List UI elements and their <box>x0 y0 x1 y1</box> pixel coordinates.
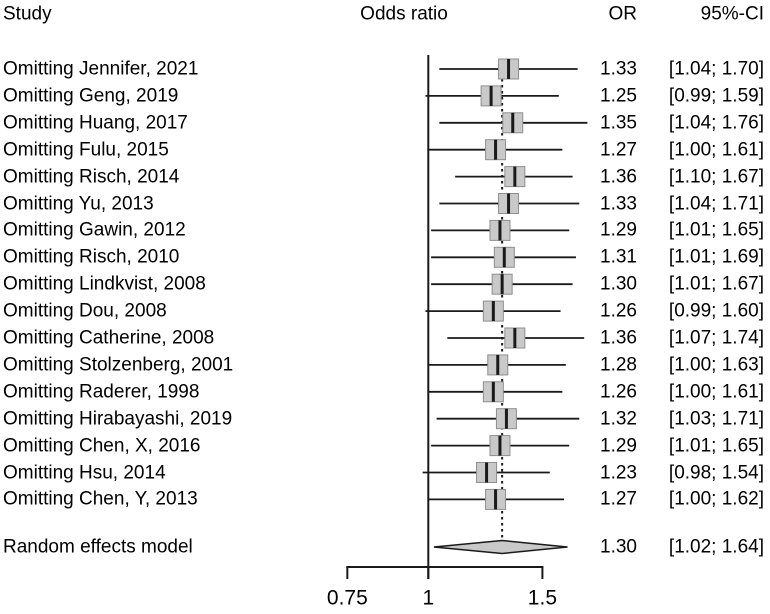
x-axis-tick-label: 1.5 <box>527 586 558 610</box>
study-row-or-value: 1.26 <box>600 381 637 403</box>
study-row-label: Omitting Fulu, 2015 <box>3 139 169 161</box>
study-row-ci-value: [0.99; 1.59] <box>668 85 764 107</box>
study-row-label: Omitting Risch, 2014 <box>3 166 180 188</box>
estimate-tick <box>489 85 493 106</box>
estimate-tick <box>494 139 498 160</box>
study-row-ci-value: [1.00; 1.62] <box>668 488 764 510</box>
study-row-label: Omitting Gawin, 2012 <box>3 219 186 241</box>
estimate-tick <box>496 354 500 375</box>
column-header-ci: 95%-CI <box>700 3 764 25</box>
study-row-or-value: 1.27 <box>600 488 637 510</box>
study-row-ci-value: [1.03; 1.71] <box>668 408 764 430</box>
summary-row-ci-value: [1.02; 1.64] <box>668 536 764 558</box>
study-row-or-value: 1.28 <box>600 354 637 376</box>
study-row-ci-value: [1.04; 1.76] <box>668 112 764 134</box>
study-row-label: Omitting Lindkvist, 2008 <box>3 273 206 295</box>
study-row-or-value: 1.29 <box>600 435 637 457</box>
study-row-ci-value: [1.00; 1.61] <box>668 139 764 161</box>
estimate-tick <box>507 193 511 214</box>
study-row-or-value: 1.32 <box>600 408 637 430</box>
study-row-ci-value: [1.01; 1.69] <box>668 246 764 268</box>
study-row-label: Omitting Jennifer, 2021 <box>3 58 199 80</box>
study-row-or-value: 1.26 <box>600 300 637 322</box>
estimate-tick <box>494 489 498 510</box>
study-row-label: Omitting Hirabayashi, 2019 <box>3 408 233 430</box>
estimate-tick <box>498 220 502 241</box>
study-row-ci-value: [0.99; 1.60] <box>668 300 764 322</box>
study-row-or-value: 1.36 <box>600 166 637 188</box>
study-row-or-value: 1.23 <box>600 462 637 483</box>
estimate-tick <box>485 462 489 483</box>
study-row-label: Omitting Catherine, 2008 <box>3 327 215 349</box>
column-header-study: Study <box>3 3 52 25</box>
study-row-or-value: 1.33 <box>600 58 637 80</box>
study-row-label: Omitting Geng, 2019 <box>3 85 179 107</box>
study-row-or-value: 1.25 <box>600 85 637 107</box>
estimate-tick <box>498 435 502 456</box>
summary-diamond <box>433 539 568 555</box>
estimate-tick <box>507 59 511 79</box>
study-row-or-value: 1.36 <box>600 327 637 349</box>
study-row-ci-value: [1.00; 1.61] <box>668 381 764 403</box>
study-row-or-value: 1.35 <box>600 112 637 134</box>
study-row-ci-value: [1.00; 1.63] <box>668 354 764 376</box>
estimate-tick <box>511 112 515 133</box>
estimate-tick <box>491 301 495 322</box>
study-row-or-value: 1.27 <box>600 139 637 161</box>
summary-row-label: Random effects model <box>3 536 193 558</box>
x-axis-tick-label: 1 <box>422 586 435 610</box>
study-row-label: Omitting Risch, 2010 <box>3 246 180 268</box>
estimate-tick <box>500 274 504 295</box>
study-row-label: Omitting Chen, Y, 2013 <box>3 488 198 510</box>
column-header-odds-ratio: Odds ratio <box>360 3 448 25</box>
study-row-label: Omitting Dou, 2008 <box>3 300 167 322</box>
estimate-tick <box>513 166 517 187</box>
study-row-label: Omitting Hsu, 2014 <box>3 462 166 483</box>
estimate-tick <box>504 408 508 429</box>
study-row-label: Omitting Stolzenberg, 2001 <box>3 354 234 376</box>
study-row-ci-value: [1.01; 1.67] <box>668 273 764 295</box>
study-row-ci-value: [1.04; 1.71] <box>668 193 764 214</box>
study-row-ci-value: [0.98; 1.54] <box>668 462 764 483</box>
x-axis-tick-label: 0.75 <box>326 586 368 610</box>
study-row-or-value: 1.33 <box>600 193 637 214</box>
study-row-ci-value: [1.10; 1.67] <box>668 166 764 188</box>
study-row-ci-value: [1.04; 1.70] <box>668 58 764 80</box>
column-header-or: OR <box>608 3 638 25</box>
study-row-or-value: 1.31 <box>600 246 637 268</box>
study-row-ci-value: [1.01; 1.65] <box>668 435 764 457</box>
summary-row-or-value: 1.30 <box>600 536 637 558</box>
study-row-label: Omitting Yu, 2013 <box>3 193 154 214</box>
study-row-ci-value: [1.07; 1.74] <box>668 327 764 349</box>
study-row-label: Omitting Raderer, 1998 <box>3 381 200 403</box>
study-row-or-value: 1.30 <box>600 273 637 295</box>
estimate-tick <box>491 381 495 402</box>
study-row-or-value: 1.29 <box>600 219 637 241</box>
study-row-label: Omitting Huang, 2017 <box>3 112 188 134</box>
study-row-ci-value: [1.01; 1.65] <box>668 219 764 241</box>
study-row-label: Omitting Chen, X, 2016 <box>3 435 201 457</box>
estimate-tick <box>502 247 506 268</box>
estimate-tick <box>513 328 517 348</box>
